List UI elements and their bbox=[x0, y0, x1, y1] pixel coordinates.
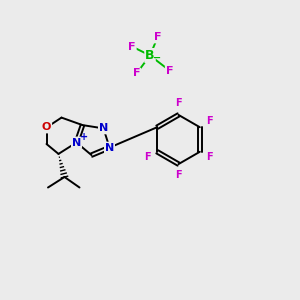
Text: +: + bbox=[80, 132, 88, 142]
Text: F: F bbox=[128, 41, 136, 52]
Text: F: F bbox=[166, 65, 173, 76]
Text: F: F bbox=[154, 32, 161, 43]
Text: N: N bbox=[72, 137, 81, 148]
Text: O: O bbox=[42, 122, 51, 133]
Text: N: N bbox=[99, 123, 108, 134]
Text: −: − bbox=[152, 53, 161, 63]
Text: N: N bbox=[105, 142, 114, 153]
Text: F: F bbox=[175, 170, 182, 181]
Text: F: F bbox=[175, 98, 182, 109]
Text: F: F bbox=[206, 116, 213, 127]
Text: F: F bbox=[144, 152, 151, 163]
Text: F: F bbox=[133, 68, 140, 79]
Text: B: B bbox=[145, 49, 155, 62]
Text: F: F bbox=[206, 152, 213, 163]
